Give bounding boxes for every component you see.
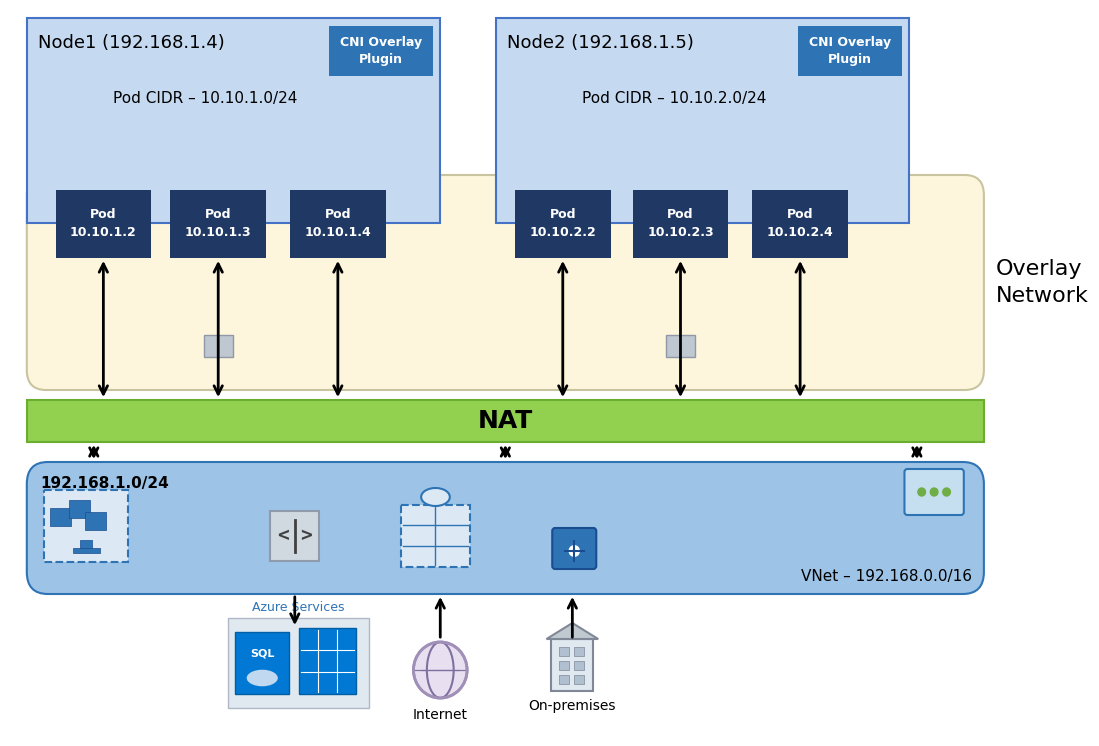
Text: Node2 (192.168.1.5): Node2 (192.168.1.5)	[508, 34, 695, 52]
Text: Pod
10.10.1.2: Pod 10.10.1.2	[70, 208, 136, 239]
Text: <: <	[277, 527, 289, 545]
Bar	[496, 18, 909, 223]
Text: Azure Services: Azure Services	[253, 601, 345, 614]
Text: CNI Overlay
Plugin: CNI Overlay Plugin	[340, 36, 422, 66]
Bar	[227, 618, 369, 708]
Bar	[69, 500, 90, 518]
Text: Pod
10.10.1.3: Pod 10.10.1.3	[185, 208, 252, 239]
Bar	[633, 190, 729, 258]
FancyBboxPatch shape	[26, 462, 984, 594]
Circle shape	[930, 488, 937, 496]
Text: Pod
10.10.2.2: Pod 10.10.2.2	[530, 208, 596, 239]
Bar	[44, 490, 129, 562]
Text: NAT: NAT	[478, 409, 533, 433]
Text: SQL: SQL	[251, 649, 275, 659]
Bar	[299, 628, 356, 694]
Ellipse shape	[246, 669, 278, 687]
Text: Internet: Internet	[413, 708, 468, 722]
Bar	[26, 18, 441, 223]
Circle shape	[568, 545, 580, 557]
Text: Pod
10.10.1.4: Pod 10.10.1.4	[304, 208, 371, 239]
Text: VNet – 192.168.0.0/16: VNet – 192.168.0.0/16	[801, 569, 973, 584]
Text: 192.168.1.0/24: 192.168.1.0/24	[41, 476, 169, 491]
FancyBboxPatch shape	[26, 175, 984, 390]
FancyBboxPatch shape	[904, 469, 964, 515]
Text: Overlay
Network: Overlay Network	[996, 260, 1088, 306]
Text: Pod
10.10.2.3: Pod 10.10.2.3	[647, 208, 714, 239]
Text: >: >	[300, 527, 312, 545]
Bar	[290, 190, 386, 258]
Bar	[203, 335, 233, 357]
Bar	[798, 26, 901, 76]
Bar	[575, 675, 584, 684]
Bar	[575, 661, 584, 670]
Polygon shape	[546, 623, 598, 639]
Bar	[330, 26, 433, 76]
Bar	[515, 190, 611, 258]
Bar	[559, 661, 568, 670]
Bar	[559, 675, 568, 684]
Bar	[552, 639, 593, 691]
FancyBboxPatch shape	[552, 528, 597, 569]
Bar	[49, 508, 70, 526]
Ellipse shape	[421, 488, 449, 506]
Circle shape	[943, 488, 951, 496]
Bar	[170, 190, 266, 258]
Text: Pod CIDR – 10.10.2.0/24: Pod CIDR – 10.10.2.0/24	[581, 90, 766, 105]
Circle shape	[918, 488, 925, 496]
Bar	[86, 512, 107, 530]
Text: Node1 (192.168.1.4): Node1 (192.168.1.4)	[38, 34, 225, 52]
Bar	[753, 190, 848, 258]
Bar	[26, 400, 984, 442]
Text: On-premises: On-premises	[529, 699, 617, 713]
Text: CNI Overlay
Plugin: CNI Overlay Plugin	[809, 36, 891, 66]
Bar	[666, 335, 695, 357]
Circle shape	[413, 642, 467, 698]
Text: Pod CIDR – 10.10.1.0/24: Pod CIDR – 10.10.1.0/24	[112, 90, 297, 105]
Text: Pod
10.10.2.4: Pod 10.10.2.4	[767, 208, 833, 239]
Bar	[80, 540, 92, 548]
Bar	[575, 647, 584, 656]
Bar	[73, 548, 100, 553]
Bar	[56, 190, 152, 258]
Bar	[235, 632, 289, 694]
Bar	[559, 647, 568, 656]
Bar	[401, 505, 470, 567]
